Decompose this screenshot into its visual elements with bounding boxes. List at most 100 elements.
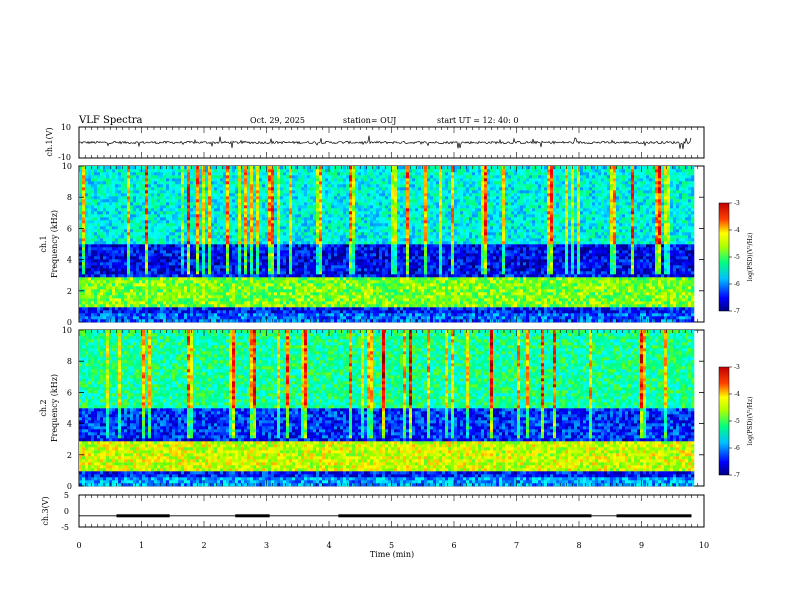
spectrogram-cell <box>82 271 86 275</box>
spectrogram-cell <box>202 244 206 248</box>
spectrogram-cell <box>310 262 314 266</box>
spectrogram-cell <box>94 211 98 215</box>
spectrogram-cell <box>256 307 260 311</box>
spectrogram-cell <box>340 205 344 209</box>
spectrogram-cell <box>181 220 185 224</box>
spectrogram-cell <box>160 178 164 182</box>
spectrogram-cell <box>124 235 128 239</box>
spectrogram-cell <box>154 166 158 170</box>
spectrogram-cell <box>355 196 359 200</box>
spectrogram-cell <box>271 187 275 191</box>
spectrogram-cell <box>163 208 167 212</box>
spectrogram-cell <box>361 289 365 293</box>
spectrogram-cell <box>163 202 167 206</box>
spectrogram-cell <box>334 178 338 182</box>
spectrogram-cell <box>157 199 161 203</box>
spectrogram-cell <box>328 256 332 260</box>
spectrogram-cell <box>322 292 326 296</box>
spectrogram-cell <box>157 238 161 242</box>
spectrogram-cell <box>169 229 173 233</box>
spectrogram-cell <box>142 244 146 248</box>
spectrogram-cell <box>220 256 224 260</box>
spectrogram-cell <box>310 166 314 170</box>
spectrogram-cell <box>244 280 248 284</box>
spectrogram-cell <box>265 184 269 188</box>
spectrogram-cell <box>133 175 137 179</box>
spectrogram-cell <box>310 172 314 176</box>
spectrogram-cell <box>307 280 311 284</box>
spectrogram-cell <box>235 247 239 251</box>
spectrogram-cell <box>172 214 176 218</box>
spectrogram-cell <box>295 223 299 227</box>
spectrogram-cell <box>88 187 92 191</box>
spectrogram-cell <box>226 220 230 224</box>
spectrogram-cell <box>220 232 224 236</box>
spectrogram-cell <box>229 250 233 254</box>
spectrogram-cell <box>142 169 146 173</box>
spectrogram-cell <box>289 199 293 203</box>
spectrogram-cell <box>142 307 146 311</box>
spectrogram-cell <box>82 208 86 212</box>
spectrogram-cell <box>109 304 113 308</box>
spectrogram-cell <box>286 265 290 269</box>
spectrogram-cell <box>343 202 347 206</box>
spectrogram-cell <box>286 295 290 299</box>
spectrogram-cell <box>124 217 128 221</box>
spectrogram-cell <box>100 235 104 239</box>
spectrogram-cell <box>94 244 98 248</box>
spectrogram-cell <box>208 205 212 209</box>
spectrogram-cell <box>214 295 218 299</box>
spectrogram-cell <box>328 226 332 230</box>
spectrogram-cell <box>331 229 335 233</box>
spectrogram-cell <box>163 193 167 197</box>
spectrogram-cell <box>232 262 236 266</box>
spectrogram-cell <box>316 256 320 260</box>
spectrogram-cell <box>325 265 329 269</box>
spectrogram-cell <box>208 247 212 251</box>
spectrogram-cell <box>88 274 92 278</box>
spectrogram-cell <box>130 190 134 194</box>
spectrogram-cell <box>328 244 332 248</box>
spectrogram-cell <box>340 235 344 239</box>
spectrogram-cell <box>223 184 227 188</box>
spectrogram-cell <box>358 301 362 305</box>
spectrogram-cell <box>352 223 356 227</box>
spectrogram-cell <box>283 232 287 236</box>
spectrogram-cell <box>112 289 116 293</box>
spectrogram-cell <box>274 286 278 290</box>
spectrogram-cell <box>106 220 110 224</box>
spectrogram-cell <box>115 271 119 275</box>
spectrogram-cell <box>280 256 284 260</box>
spectrogram-cell <box>154 226 158 230</box>
spectrogram-cell <box>118 229 122 233</box>
spectrogram-cell <box>172 220 176 224</box>
spectrogram-cell <box>82 265 86 269</box>
spectrogram-cell <box>304 292 308 296</box>
spectrogram-cell <box>139 232 143 236</box>
spectrogram-cell <box>247 271 251 275</box>
spectrogram-cell <box>127 178 131 182</box>
spectrogram-cell <box>211 307 215 311</box>
spectrogram-cell <box>178 277 182 281</box>
spectrogram-cell <box>262 169 266 173</box>
spectrogram-cell <box>88 268 92 272</box>
spectrogram-cell <box>82 172 86 176</box>
spectrogram-cell <box>304 301 308 305</box>
spectrogram-cell <box>313 268 317 272</box>
spectrogram-cell <box>100 211 104 215</box>
spectrogram-cell <box>247 208 251 212</box>
spectrogram-cell <box>355 178 359 182</box>
spectrogram-cell <box>229 304 233 308</box>
spectrogram-cell <box>286 220 290 224</box>
spectrogram-cell <box>217 229 221 233</box>
spectrogram-cell <box>130 214 134 218</box>
spectrogram-cell <box>157 271 161 275</box>
spectrogram-cell <box>289 232 293 236</box>
spectrogram-cell <box>217 319 221 323</box>
spectrogram-cell <box>271 274 275 278</box>
spectrogram-cell <box>319 319 323 323</box>
spectrogram-cell <box>157 208 161 212</box>
spectrogram-cell <box>175 229 179 233</box>
spectrogram-cell <box>301 301 305 305</box>
spectrogram-cell <box>97 229 101 233</box>
